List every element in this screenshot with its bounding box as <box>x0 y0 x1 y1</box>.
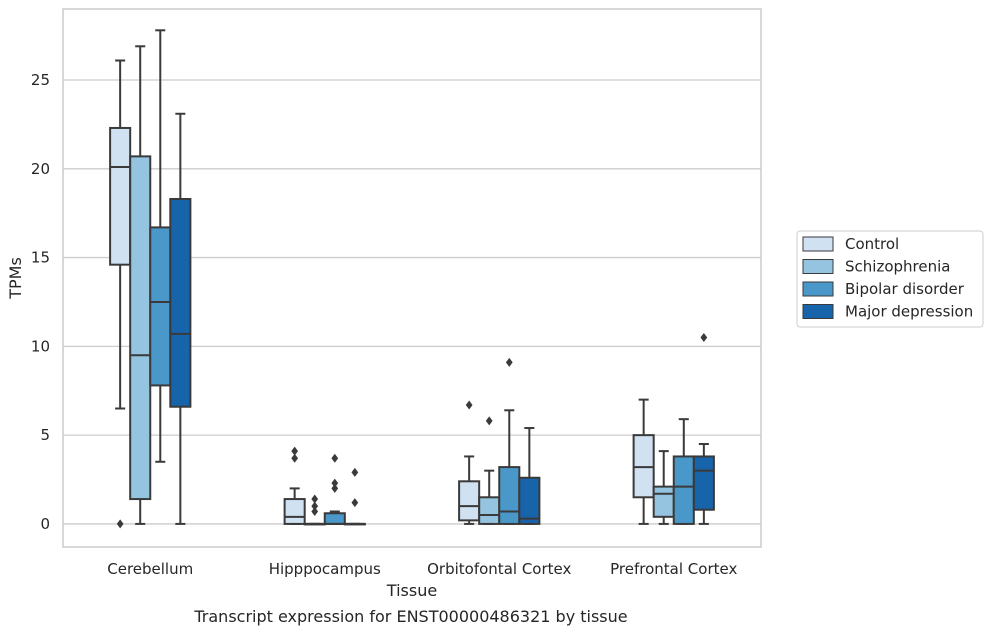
box-group <box>498 357 521 525</box>
box <box>672 455 695 525</box>
outlier-point <box>331 483 339 493</box>
outlier-point <box>505 357 513 367</box>
outlier-point <box>700 332 708 342</box>
outlier-point <box>465 400 473 410</box>
outlier-point <box>311 494 319 504</box>
box-group <box>458 400 481 525</box>
legend-swatch <box>802 259 834 274</box>
outlier-point <box>116 519 124 529</box>
outlier-point <box>291 453 299 463</box>
x-tick-label: Orbitofontal Cortex <box>427 560 571 578</box>
y-tick-label: 10 <box>31 337 50 355</box>
outlier-point <box>351 498 359 508</box>
box <box>109 126 132 266</box>
box <box>129 155 152 501</box>
outlier-point <box>311 501 319 511</box>
legend-swatch <box>802 304 834 319</box>
legend-label: Control <box>845 235 899 253</box>
box-group <box>632 398 655 525</box>
chart-caption: Transcript expression for ENST0000048632… <box>193 607 627 626</box>
x-tick-labels: Cerebellum Hipppocampus Orbitofontal Corte… <box>107 560 737 578</box>
box <box>652 485 675 518</box>
box <box>498 466 521 525</box>
box <box>518 476 541 525</box>
legend-label: Bipolar disorder <box>845 280 965 298</box>
box <box>149 226 172 387</box>
box-group <box>478 416 501 525</box>
legend: Control Schizophrenia Bipolar disorder Majo… <box>796 230 984 328</box>
y-tick-label: 0 <box>40 515 50 533</box>
box-series <box>109 29 715 529</box>
box-group <box>672 418 695 525</box>
legend-swatch <box>802 281 834 297</box>
box-group <box>323 453 346 525</box>
box <box>478 496 501 525</box>
x-tick-label: Hipppocampus <box>269 560 381 578</box>
box-group <box>652 450 675 525</box>
box-group <box>109 59 132 529</box>
y-tick-label: 20 <box>31 160 50 178</box>
box-group <box>343 467 366 526</box>
box-group <box>169 112 192 525</box>
y-tick-label: 15 <box>31 249 50 267</box>
plot-frame <box>62 8 762 548</box>
x-tick-label: Prefrontal Cortex <box>610 560 737 578</box>
y-axis-title: TPMs <box>6 257 25 300</box>
outlier-point <box>351 467 359 477</box>
legend-swatch <box>802 236 834 252</box>
y-tick-label: 5 <box>40 426 50 444</box>
box <box>692 455 715 511</box>
x-axis-title: Tissue <box>386 581 437 600</box>
legend-label: Schizophrenia <box>845 258 950 276</box>
box <box>169 197 192 408</box>
y-tick-labels: 0 5 10 15 20 25 <box>31 71 50 533</box>
legend-frame <box>796 230 984 328</box>
box-group <box>518 427 541 525</box>
box-group <box>129 45 152 525</box>
box <box>283 498 306 525</box>
box <box>323 512 346 525</box>
box-group <box>149 29 172 463</box>
box-group <box>692 332 715 525</box>
y-tick-label: 25 <box>31 71 50 89</box>
outlier-point <box>291 446 299 456</box>
box-group <box>303 494 326 526</box>
legend-label: Major depression <box>845 303 973 321</box>
outlier-point <box>311 506 319 516</box>
outlier-point <box>485 416 493 426</box>
outlier-point <box>331 453 339 463</box>
box <box>458 480 481 522</box>
x-tick-label: Cerebellum <box>107 560 193 578</box>
box-group <box>283 446 306 525</box>
outlier-point <box>331 478 339 488</box>
